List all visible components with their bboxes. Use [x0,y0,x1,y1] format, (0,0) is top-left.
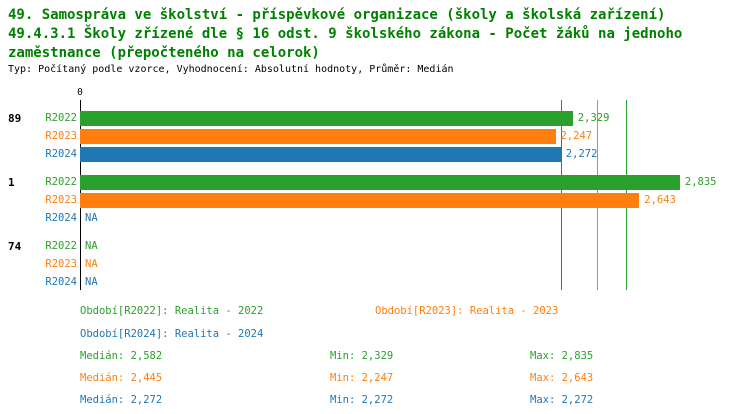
series-label-R2023: R2023 [45,130,77,142]
group-label-74: 74 [8,240,22,253]
stat-min-row-0: Min: 2,329 [330,350,394,362]
series-label-R2022: R2022 [45,112,77,124]
stat-min-row-1: Min: 2,247 [330,372,394,384]
group-label-89: 89 [8,112,22,125]
series-label-R2024: R2024 [45,212,77,224]
legend-item-0: Období[R2022]: Realita - 2022 [80,305,264,317]
stat-median-row-2: Medián: 2,272 [80,394,163,406]
na-label-R2024-group-74: NA [85,276,98,288]
series-label-R2022: R2022 [45,240,77,252]
value-label-R2024-group-89: 2,272 [565,148,598,160]
value-label-R2022-group-89: 2,329 [577,112,610,124]
stat-median-row-1: Medián: 2,445 [80,372,163,384]
bar-R2022-group-89 [80,111,573,126]
series-label-R2024: R2024 [45,276,77,288]
bar-R2023-group-89 [80,129,556,144]
chart-title-line2: 49.4.3.1 Školy zřízené dle § 16 odst. 9 … [8,26,683,61]
value-label-R2023-group-89: 2,247 [560,130,593,142]
bar-R2024-group-89 [80,147,561,162]
na-label-R2023-group-74: NA [85,258,98,270]
bar-R2022-group-1 [80,175,680,190]
value-label-R2022-group-1: 2,835 [684,176,717,188]
series-label-R2022: R2022 [45,176,77,188]
series-label-R2023: R2023 [45,258,77,270]
legend-item-2: Období[R2024]: Realita - 2024 [80,328,264,340]
stat-max-row-1: Max: 2,643 [530,372,594,384]
series-label-R2023: R2023 [45,194,77,206]
x-axis-zero-tick-label: 0 [77,87,83,98]
value-label-R2023-group-1: 2,643 [644,194,676,206]
series-label-R2024: R2024 [45,148,77,160]
chart-subtitle: Typ: Počítaný podle vzorce, Vyhodnocení:… [8,64,454,75]
group-label-1: 1 [8,176,15,189]
legend-item-1: Období[R2023]: Realita - 2023 [375,305,559,317]
bar-R2023-group-1 [80,193,640,208]
stat-min-row-2: Min: 2,272 [330,394,394,406]
stat-max-row-0: Max: 2,835 [530,350,594,362]
na-label-R2024-group-1: NA [85,212,98,224]
stat-max-row-2: Max: 2,272 [530,394,594,406]
na-label-R2022-group-74: NA [85,240,98,252]
chart-title-line1: 49. Samospráva ve školství - příspěvkové… [8,7,666,23]
stat-median-row-0: Medián: 2,582 [80,350,163,362]
